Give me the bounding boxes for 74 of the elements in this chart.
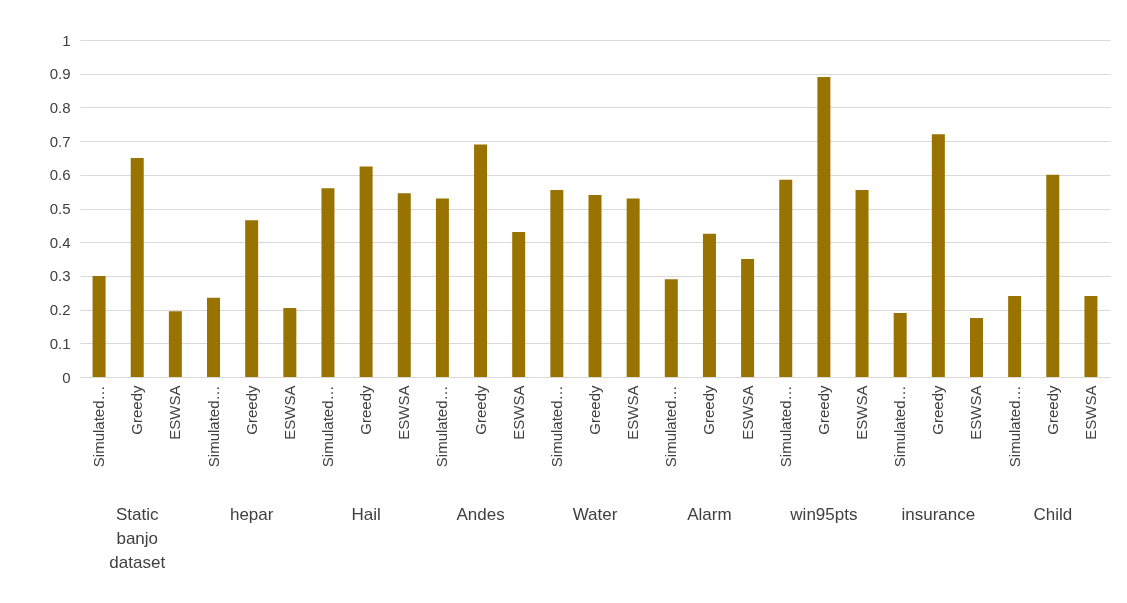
bar: [969, 318, 983, 377]
x-tick-label: ESWSA: [738, 385, 756, 440]
bar: [359, 166, 373, 377]
bar: [626, 198, 640, 377]
text: hepar: [229, 505, 274, 524]
y-tick-label: 0.7: [49, 132, 71, 150]
bar: [168, 311, 182, 377]
x-tick-label: Greedy: [1043, 385, 1061, 435]
x-tick-label: Simulated…: [433, 385, 451, 468]
x-tick-label: Simulated…: [776, 385, 794, 468]
bar: [397, 193, 411, 377]
y-tick-label: 0.1: [49, 334, 71, 352]
text: Child: [1033, 505, 1073, 524]
x-tick-label: Greedy: [929, 385, 947, 435]
y-tick-label: 0.3: [49, 267, 71, 285]
x-tick-label: Simulated…: [891, 385, 909, 468]
y-tick-label: 0.8: [49, 98, 71, 116]
x-tick-label: Greedy: [471, 385, 489, 435]
y-tick-label: 0: [62, 368, 71, 386]
x-tick-label: Simulated…: [547, 385, 565, 468]
text: insurance: [901, 505, 976, 524]
y-tick-label: 1: [62, 31, 71, 49]
x-tick-label: Greedy: [128, 385, 146, 435]
bar: [779, 179, 793, 377]
x-tick-label: Greedy: [814, 385, 832, 435]
x-tick-label: ESWSA: [395, 385, 413, 440]
x-tick-label: ESWSA: [280, 385, 298, 440]
text: Andes: [456, 505, 505, 524]
x-tick-label: Greedy: [242, 385, 260, 435]
x-tick-label: Simulated…: [1005, 385, 1023, 468]
bar: [817, 77, 831, 377]
x-tick-label: Simulated…: [204, 385, 222, 468]
x-tick-label: ESWSA: [624, 385, 642, 440]
x-tick-label: Simulated…: [318, 385, 336, 468]
bar: [245, 220, 259, 377]
bar: [931, 134, 945, 377]
bar: [1046, 174, 1060, 377]
bar: [130, 157, 144, 377]
x-tick-label: ESWSA: [853, 385, 871, 440]
x-tick-label: ESWSA: [509, 385, 527, 440]
text: Alarm: [687, 505, 732, 524]
bar: [702, 233, 716, 377]
bar: [283, 307, 297, 377]
bar: [474, 144, 488, 377]
text: Static banjo dataset: [109, 505, 166, 572]
x-tick-label: ESWSA: [1081, 385, 1099, 440]
bar: [207, 297, 221, 377]
bar: [1008, 296, 1022, 377]
bar: [512, 232, 526, 377]
x-tick-label: ESWSA: [166, 385, 184, 440]
y-tick-label: 0.4: [49, 233, 71, 251]
y-tick-label: 0.6: [49, 166, 71, 184]
y-tick-label: 0.2: [49, 301, 71, 319]
bar: [92, 275, 106, 377]
text: Water: [572, 505, 618, 524]
bar: [588, 195, 602, 377]
bar: [664, 279, 678, 377]
x-tick-label: Greedy: [586, 385, 603, 435]
x-tick-label: Greedy: [357, 385, 375, 435]
y-tick-label: 0.5: [49, 200, 71, 217]
bar: [893, 312, 907, 377]
text: win95pts: [789, 505, 858, 524]
bar: [1084, 296, 1098, 377]
bar: [741, 259, 755, 377]
x-tick-label: ESWSA: [967, 385, 985, 440]
bar: [855, 189, 869, 377]
bar: [435, 198, 449, 377]
bar: [550, 189, 564, 377]
y-tick-label: 0.9: [49, 65, 71, 83]
x-tick-label: Greedy: [700, 385, 718, 435]
x-tick-label: Simulated…: [90, 385, 108, 468]
text: Hail: [351, 505, 381, 524]
bar: [321, 188, 335, 377]
x-tick-label: Simulated…: [662, 385, 680, 468]
